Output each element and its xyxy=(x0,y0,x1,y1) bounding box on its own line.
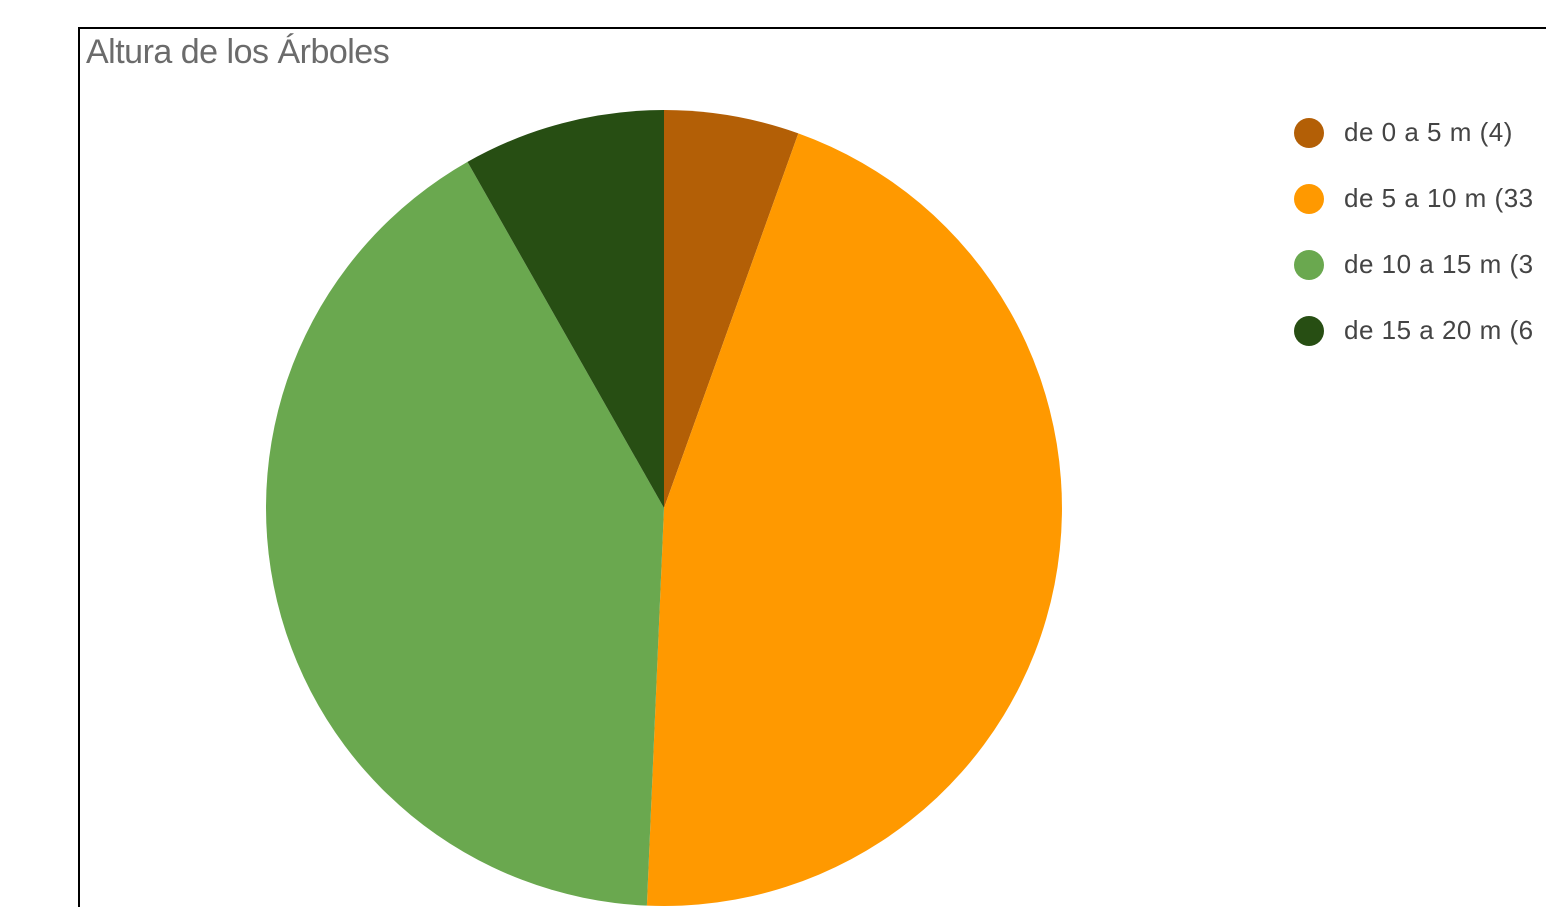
legend-label: de 10 a 15 m (3 xyxy=(1344,249,1534,279)
pie-slice-de-10-a-15-m xyxy=(265,161,664,906)
legend-swatch xyxy=(1294,118,1324,148)
legend-swatch xyxy=(1294,184,1324,214)
pie-slice-de-0-a-5-m xyxy=(664,110,799,508)
legend-label: de 5 a 10 m (33 xyxy=(1344,183,1534,213)
chart-title: Altura de los Árboles xyxy=(86,33,390,71)
legend-swatch xyxy=(1294,316,1324,346)
legend-label: de 0 a 5 m (4) xyxy=(1344,117,1513,147)
legend-swatch xyxy=(1294,250,1324,280)
pie-slice-de-5-a-10-m xyxy=(646,133,1062,906)
chart-frame: Altura de los Árboles de 0 a 5 m (4) de … xyxy=(78,27,1546,907)
pie-chart xyxy=(265,110,1062,906)
legend-label: de 15 a 20 m (6 xyxy=(1344,315,1534,345)
pie-slice-de-15-a-20-m xyxy=(467,110,664,508)
